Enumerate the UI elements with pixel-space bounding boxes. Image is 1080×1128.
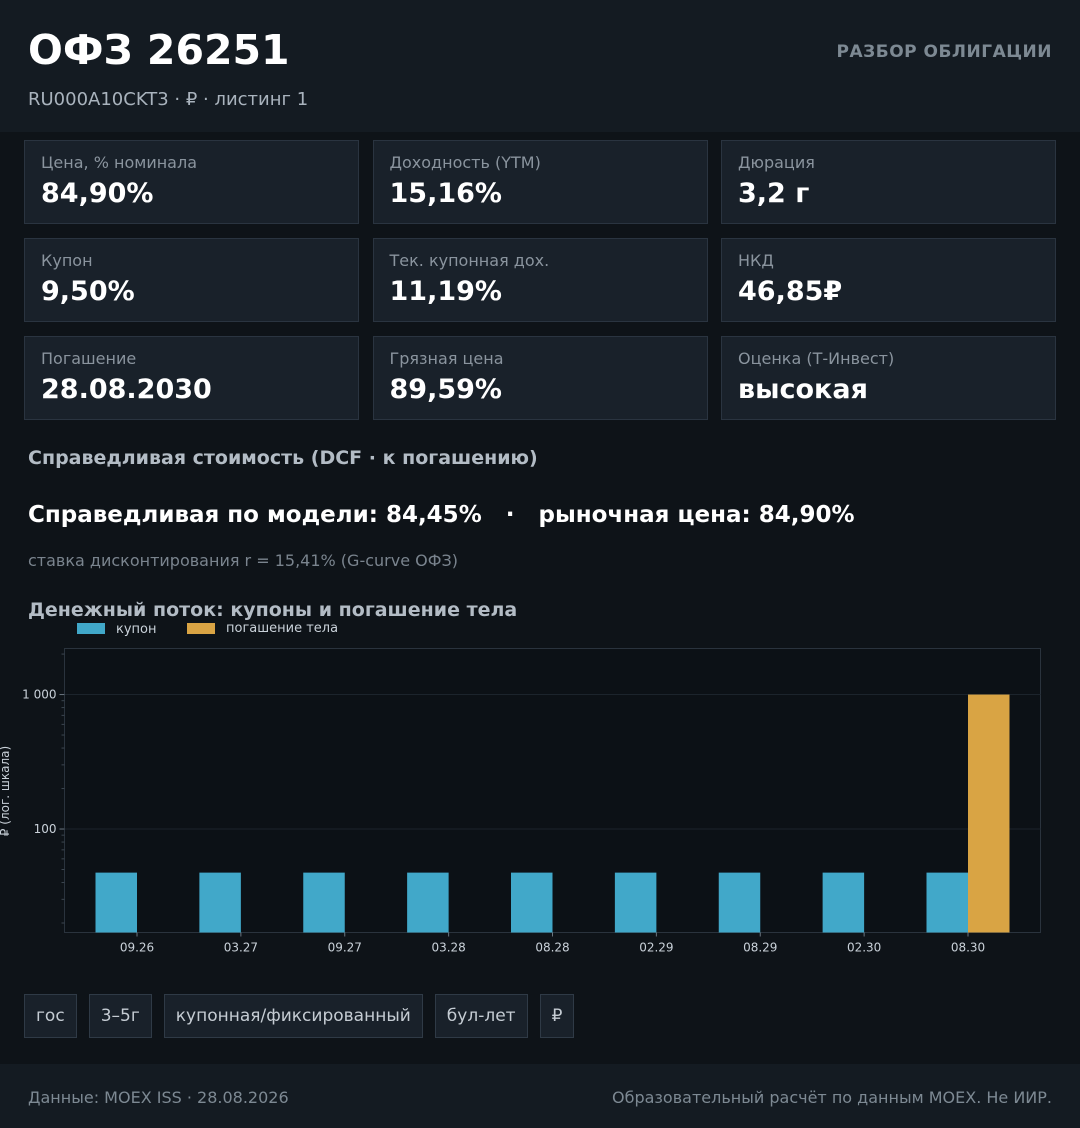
card-label: Цена, % номинала xyxy=(41,153,198,172)
card-label: Погашение xyxy=(41,349,137,368)
card-value: 28.08.2030 xyxy=(41,374,212,405)
card-value: высокая xyxy=(738,374,868,405)
x-tick-label: 08.29 xyxy=(743,941,777,955)
card-maturity: Погашение 28.08.2030 xyxy=(24,336,359,420)
legend: купон погашение тела xyxy=(77,621,338,637)
card-ytm: Доходность (YTM) 15,16% xyxy=(372,140,708,224)
tag-coupon-type: купонная/фиксированный xyxy=(163,994,423,1038)
x-tick-label: 08.28 xyxy=(535,941,569,955)
card-duration: Дюрация 3,2 г xyxy=(721,140,1056,224)
disclaimer: Образовательный расчёт по данным MOEX. Н… xyxy=(612,1088,1052,1107)
tag-currency: ₽ xyxy=(539,994,575,1038)
card-label: Тек. купонная дох. xyxy=(389,251,550,270)
legend-label-coupon: купон xyxy=(116,622,157,637)
y-tick-label: 100 xyxy=(34,822,57,836)
coupon-bar xyxy=(926,872,968,933)
cashflow-section-title: Денежный поток: купоны и погашение тела xyxy=(28,599,518,621)
card-current-yield: Тек. купонная дох. 11,19% xyxy=(372,238,708,322)
y-axis-label: ₽ (лог. шкала) xyxy=(0,746,12,836)
card-label: НКД xyxy=(738,251,774,270)
coupon-bar xyxy=(718,872,761,933)
coupon-bar xyxy=(614,872,657,933)
legend-label-principal: погашение тела xyxy=(226,621,338,636)
fair-value-headline: Справедливая по модели: 84,45% · рыночна… xyxy=(28,502,855,528)
report-badge: РАЗБОР ОБЛИГАЦИИ xyxy=(836,42,1052,62)
card-label: Грязная цена xyxy=(389,349,504,368)
cashflow-chart: 100 1 000 09.26 03.27 09.27 03.28 08.28 02.29 08… xyxy=(0,621,1041,955)
card-label: Доходность (YTM) xyxy=(389,153,541,172)
tag-amortization: бул-лет xyxy=(434,994,528,1038)
card-coupon: Купон 9,50% xyxy=(24,238,359,322)
card-price: Цена, % номинала 84,90% xyxy=(24,140,359,224)
coupon-bar xyxy=(95,872,137,933)
card-value: 46,85₽ xyxy=(738,276,843,307)
card-dirty-price: Грязная цена 89,59% xyxy=(372,336,708,420)
y-tick-label: 1 000 xyxy=(22,688,56,702)
legend-swatch-coupon xyxy=(77,623,105,634)
x-tick-label: 08.30 xyxy=(951,941,985,955)
card-value: 89,59% xyxy=(389,374,502,405)
coupon-bar xyxy=(199,872,241,933)
x-tick-label: 02.30 xyxy=(847,941,881,955)
card-value: 15,16% xyxy=(389,178,502,209)
grid-lines xyxy=(64,694,1041,830)
bond-title: ОФЗ 26251 xyxy=(28,26,290,74)
card-accrued-interest: НКД 46,85₽ xyxy=(721,238,1056,322)
data-source: Данные: MOEX ISS · 28.08.2026 xyxy=(28,1088,289,1107)
x-tick-label: 03.28 xyxy=(431,941,465,955)
x-tick-label: 09.27 xyxy=(328,941,362,955)
x-tick-label: 02.29 xyxy=(639,941,673,955)
card-label: Оценка (Т-Инвест) xyxy=(738,349,895,368)
coupon-bar xyxy=(822,872,865,933)
tag-issuer-type: гос xyxy=(24,994,77,1038)
metric-cards: Цена, % номинала 84,90% Доходность (YTM)… xyxy=(24,140,1056,420)
card-rating: Оценка (Т-Инвест) высокая xyxy=(721,336,1056,420)
card-value: 11,19% xyxy=(389,276,502,307)
card-value: 84,90% xyxy=(41,178,154,209)
card-value: 3,2 г xyxy=(738,178,810,209)
tag-list: гос 3–5г купонная/фиксированный бул-лет … xyxy=(24,994,575,1038)
coupon-bar xyxy=(407,872,449,933)
x-tick-label: 03.27 xyxy=(224,941,258,955)
coupon-bar xyxy=(511,872,553,933)
discount-rate-note: ставка дисконтирования r = 15,41% (G-cur… xyxy=(28,551,458,570)
card-label: Купон xyxy=(41,251,93,270)
fair-value-section-title: Справедливая стоимость (DCF · к погашени… xyxy=(28,447,538,469)
card-value: 9,50% xyxy=(41,276,135,307)
tag-term: 3–5г xyxy=(88,994,152,1038)
x-tick-label: 09.26 xyxy=(120,941,154,955)
header: ОФЗ 26251 RU000A10CKT3 · ₽ · листинг 1 Р… xyxy=(0,0,1080,132)
bond-subtitle: RU000A10CKT3 · ₽ · листинг 1 xyxy=(28,89,309,110)
coupon-bar xyxy=(303,872,345,933)
footer: Данные: MOEX ISS · 28.08.2026 Образовате… xyxy=(0,1064,1080,1128)
axis-labels: 100 1 000 09.26 03.27 09.27 03.28 08.28 02.29 08… xyxy=(22,653,985,955)
card-label: Дюрация xyxy=(738,153,815,172)
principal-bar xyxy=(968,694,1010,933)
bars xyxy=(95,694,1010,933)
legend-swatch-principal xyxy=(187,623,215,634)
